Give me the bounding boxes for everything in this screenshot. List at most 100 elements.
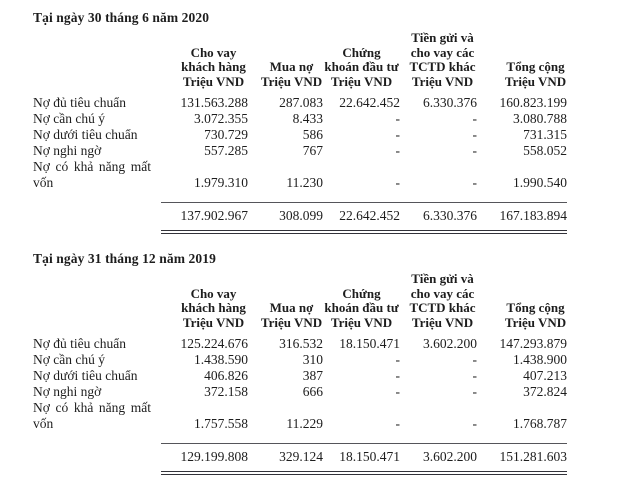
header-line: Triệu VND bbox=[182, 73, 245, 89]
header-line: TCTD khác bbox=[409, 300, 476, 315]
value-cell: 666 bbox=[302, 384, 323, 399]
value-cell: - bbox=[395, 352, 401, 367]
totals-row: 137.902.967 308.099 22.642.452 6.330.376… bbox=[33, 202, 567, 234]
header-empty bbox=[33, 272, 161, 336]
value-cell: 372.824 bbox=[523, 384, 567, 399]
row-label: Nợ đủ tiêu chuẩn bbox=[33, 95, 126, 110]
value-cell: 558.052 bbox=[523, 143, 567, 158]
row-label: Nợ có khả năng mất vốn bbox=[33, 400, 151, 431]
value-cell: 3.072.355 bbox=[194, 111, 248, 126]
total-value-cell: 137.902.967 bbox=[161, 202, 248, 234]
header-line: Triệu VND bbox=[260, 314, 323, 330]
header-line: Chứng bbox=[342, 44, 381, 60]
header-line: Cho vay bbox=[190, 285, 237, 301]
column-header-chung-khoan-dau-tu: Chứng khoán đầu tư Triệu VND bbox=[323, 31, 400, 95]
row-label: Nợ nghi ngờ bbox=[33, 384, 102, 399]
value-cell: 310 bbox=[302, 352, 323, 367]
total-value-cell: 329.124 bbox=[248, 443, 323, 475]
header-line: khách hàng bbox=[181, 300, 246, 315]
value-cell: 8.433 bbox=[292, 111, 323, 126]
header-line: Chứng bbox=[342, 285, 381, 301]
value-cell: 767 bbox=[302, 143, 323, 158]
header-line: Tiền gửi và bbox=[411, 30, 474, 45]
section-2019: Tại ngày 31 tháng 12 năm 2019 Cho vay kh… bbox=[0, 250, 640, 475]
table-title-2019: Tại ngày 31 tháng 12 năm 2019 bbox=[33, 251, 216, 266]
table-row: Nợ có khả năng mất vốn 1.757.558 11.229 … bbox=[33, 400, 567, 432]
header-line: khách hàng bbox=[181, 59, 246, 74]
column-header-mua-no: Mua nợ Triệu VND bbox=[248, 31, 323, 95]
value-cell: 22.642.452 bbox=[339, 95, 400, 110]
header-line: Triệu VND bbox=[504, 73, 567, 89]
value-cell: - bbox=[395, 143, 401, 158]
header-line: Triệu VND bbox=[260, 73, 323, 89]
value-cell: - bbox=[395, 127, 401, 142]
total-value-cell: 6.330.376 bbox=[400, 202, 477, 234]
value-cell: 316.532 bbox=[279, 336, 323, 351]
value-cell: 1.757.558 bbox=[194, 416, 248, 431]
value-cell: 387 bbox=[302, 368, 323, 383]
spacer-row bbox=[33, 432, 567, 444]
total-value-cell: 22.642.452 bbox=[323, 202, 400, 234]
value-cell: - bbox=[472, 384, 478, 399]
total-value-cell: 18.150.471 bbox=[323, 443, 400, 475]
table-row: Nợ nghi ngờ 372.158 666 - - 372.824 bbox=[33, 384, 567, 400]
value-cell: - bbox=[395, 416, 401, 431]
header-row: Cho vay khách hàng Triệu VND Mua nợ Triệ… bbox=[33, 271, 567, 336]
total-value-cell: 129.199.808 bbox=[161, 443, 248, 475]
row-label: Nợ nghi ngờ bbox=[33, 143, 102, 158]
loan-classification-table-2019: Cho vay khách hàng Triệu VND Mua nợ Triệ… bbox=[33, 271, 568, 475]
header-line: Triệu VND bbox=[182, 314, 245, 330]
header-line: Tổng cộng bbox=[506, 59, 565, 74]
value-cell: 1.768.787 bbox=[513, 416, 567, 431]
column-header-tong-cong: Tổng cộng Triệu VND bbox=[477, 31, 567, 95]
value-cell: - bbox=[472, 143, 478, 158]
table-row: Nợ cần chú ý 1.438.590 310 - - 1.438.900 bbox=[33, 352, 567, 368]
row-label: Nợ dưới tiêu chuẩn bbox=[33, 127, 138, 142]
header-line: Triệu VND bbox=[504, 314, 567, 330]
header-line: TCTD khác bbox=[409, 59, 476, 74]
row-label: Nợ đủ tiêu chuẩn bbox=[33, 336, 126, 351]
header-line: Triệu VND bbox=[411, 73, 474, 89]
table-row: Nợ có khả năng mất vốn 1.979.310 11.230 … bbox=[33, 159, 567, 191]
table-row: Nợ đủ tiêu chuẩn 131.563.288 287.083 22.… bbox=[33, 95, 567, 111]
header-line: Tổng cộng bbox=[506, 300, 565, 315]
column-header-mua-no: Mua nợ Triệu VND bbox=[248, 272, 323, 336]
total-value-cell: 151.281.603 bbox=[477, 443, 567, 475]
value-cell: 586 bbox=[302, 127, 323, 142]
value-cell: 6.330.376 bbox=[423, 95, 477, 110]
value-cell: - bbox=[472, 368, 478, 383]
spacer-row bbox=[33, 191, 567, 203]
table-title-2020: Tại ngày 30 tháng 6 năm 2020 bbox=[33, 10, 210, 25]
value-cell: 287.083 bbox=[279, 95, 323, 110]
value-cell: 11.230 bbox=[286, 175, 323, 190]
value-cell: 1.979.310 bbox=[194, 175, 248, 190]
value-cell: 3.080.788 bbox=[513, 111, 567, 126]
value-cell: - bbox=[472, 127, 478, 142]
total-value-cell: 308.099 bbox=[248, 202, 323, 234]
row-label: Nợ cần chú ý bbox=[33, 352, 105, 367]
value-cell: 147.293.879 bbox=[499, 336, 568, 351]
totals-label-empty bbox=[33, 444, 161, 474]
value-cell: 730.729 bbox=[204, 127, 248, 142]
column-header-tien-gui-tctd: Tiền gửi và cho vay các TCTD khác Triệu … bbox=[400, 271, 477, 336]
value-cell: 3.602.200 bbox=[423, 336, 477, 351]
value-cell: - bbox=[472, 352, 478, 367]
value-cell: 1.990.540 bbox=[513, 175, 567, 190]
value-cell: 1.438.590 bbox=[194, 352, 248, 367]
table-row: Nợ dưới tiêu chuẩn 730.729 586 - - 731.3… bbox=[33, 127, 567, 143]
value-cell: 160.823.199 bbox=[499, 95, 568, 110]
column-header-cho-vay-khach-hang: Cho vay khách hàng Triệu VND bbox=[161, 31, 248, 95]
value-cell: 131.563.288 bbox=[180, 95, 249, 110]
total-value-cell: 167.183.894 bbox=[477, 202, 567, 234]
loan-classification-table-2020: Cho vay khách hàng Triệu VND Mua nợ Triệ… bbox=[33, 30, 567, 234]
header-line: Tiền gửi và bbox=[411, 271, 474, 286]
value-cell: - bbox=[472, 416, 478, 431]
header-line: Triệu VND bbox=[330, 314, 393, 330]
column-header-cho-vay-khach-hang: Cho vay khách hàng Triệu VND bbox=[161, 272, 248, 336]
header-line: cho vay các bbox=[410, 44, 475, 60]
header-line: Cho vay bbox=[190, 44, 237, 60]
table-row: Nợ dưới tiêu chuẩn 406.826 387 - - 407.2… bbox=[33, 368, 567, 384]
value-cell: - bbox=[395, 368, 401, 383]
header-empty bbox=[33, 31, 161, 95]
value-cell: 557.285 bbox=[204, 143, 248, 158]
